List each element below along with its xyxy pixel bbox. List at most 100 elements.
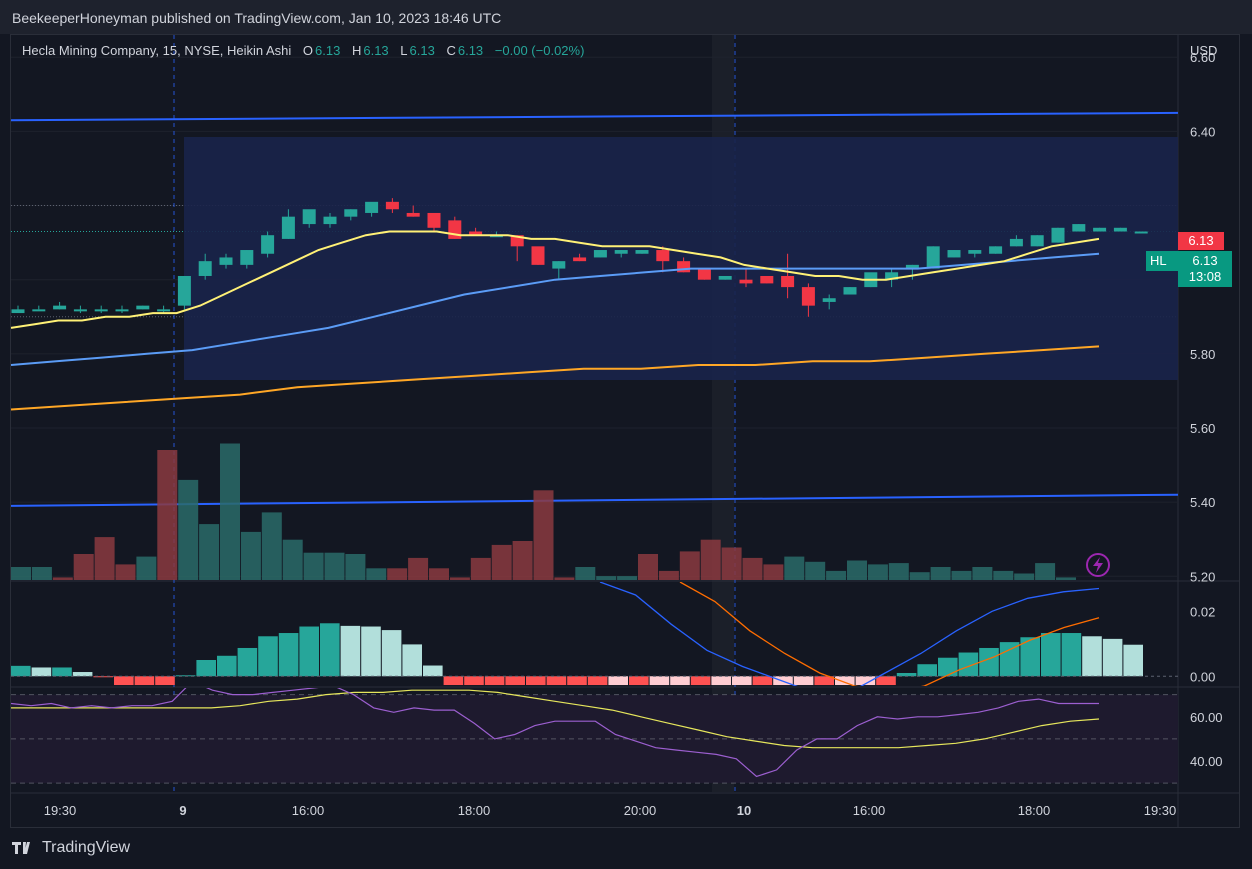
histogram-bar	[876, 676, 896, 686]
time-tick-label: 9	[179, 803, 186, 818]
volume-bar	[909, 572, 930, 580]
histogram-bar	[258, 636, 278, 677]
candle-body	[469, 231, 483, 236]
brand-name: TradingView	[42, 839, 131, 856]
last-price-value: 6.13	[1192, 253, 1218, 268]
price-tick-label: 5.60	[1190, 421, 1215, 436]
histogram-tick-label: 0.00	[1190, 669, 1215, 684]
time-tick-label: 19:30	[1144, 803, 1177, 818]
volume-bar	[387, 568, 408, 580]
lightning-glyph	[1093, 557, 1103, 573]
candle-body	[781, 275, 795, 288]
rsi-line	[11, 688, 1099, 778]
candle-body	[905, 264, 919, 269]
histogram-bar	[402, 644, 422, 677]
volume-bar	[449, 577, 470, 580]
alert-lightning-icon[interactable]	[1086, 553, 1110, 577]
candle-body	[53, 305, 67, 310]
currency-label: USD	[1190, 43, 1218, 58]
volume-bar	[324, 552, 345, 580]
volume-bar	[533, 490, 554, 580]
time-tick-label: 16:00	[853, 803, 886, 818]
candle-body	[739, 279, 753, 284]
low-label: L	[400, 43, 408, 58]
candle-body	[32, 309, 46, 312]
histogram-bar	[31, 667, 52, 677]
candle-body	[926, 246, 940, 269]
volume-bar	[115, 564, 136, 580]
open-label: O	[302, 43, 314, 58]
volume-bar	[491, 544, 512, 580]
candle-body	[656, 250, 670, 262]
volume-bar	[700, 539, 721, 580]
bottom-bar	[0, 828, 1252, 869]
volume-bar	[136, 556, 157, 580]
candle-body	[323, 216, 337, 225]
last-price-tag-green: 6.13 13:08	[1178, 251, 1232, 287]
volume-bar	[1035, 563, 1056, 580]
volume-bar	[157, 450, 178, 580]
volume-bar	[282, 539, 303, 580]
candle-body	[385, 201, 399, 210]
volume-bar	[763, 564, 784, 580]
histogram-bar	[1061, 633, 1082, 677]
volume-bar	[178, 479, 199, 580]
rsi-signal-line	[11, 689, 1100, 749]
histogram-tick-label: 0.02	[1190, 604, 1215, 619]
volume-bar	[429, 568, 449, 580]
histogram-bar	[1041, 633, 1061, 677]
tradingview-brand[interactable]: TradingView	[12, 839, 130, 857]
histogram-bar	[52, 667, 72, 677]
histogram-bar	[690, 676, 711, 686]
time-tick-label: 19:30	[44, 803, 77, 818]
candle-body	[261, 235, 275, 254]
high-label: H	[351, 43, 362, 58]
ema-fast-line	[10, 230, 1100, 329]
histogram-bar	[114, 676, 134, 686]
volume-bar	[679, 551, 700, 580]
rsi-tick-label: 40.00	[1190, 754, 1223, 769]
volume-bar	[1014, 573, 1035, 580]
lower-trendline	[10, 493, 1179, 507]
histogram-bar	[155, 676, 175, 686]
candle-body	[1072, 224, 1086, 232]
histogram-bar	[134, 676, 155, 686]
candle-body	[1009, 238, 1023, 247]
histogram-bar	[464, 676, 484, 686]
volume-bar	[554, 577, 575, 580]
time-tick-label: 10	[737, 803, 751, 818]
candle-body	[718, 275, 732, 280]
low-value: 6.13	[409, 43, 435, 58]
histogram-bar	[484, 676, 505, 686]
histogram-signal-line	[599, 582, 1100, 686]
volume-bar	[1056, 577, 1076, 580]
histogram-bar	[608, 676, 628, 686]
volume-bar	[972, 567, 993, 580]
candle-body	[281, 216, 295, 239]
time-tick-label: 18:00	[1018, 803, 1051, 818]
volume-bar	[847, 560, 867, 580]
histogram-bar	[732, 676, 752, 686]
histogram-bar	[320, 623, 340, 677]
candle-body	[448, 220, 462, 239]
volume-bar	[261, 512, 282, 580]
histogram-bar	[629, 676, 649, 686]
histogram-bar	[938, 657, 958, 677]
candle-body	[760, 275, 774, 284]
volume-bar	[888, 563, 909, 580]
close-value: 6.13	[457, 43, 484, 58]
histogram-bar	[340, 625, 361, 677]
volume-bar	[951, 570, 972, 580]
chart-frame	[10, 34, 1240, 828]
candle-body	[157, 309, 171, 312]
candle-body	[885, 272, 899, 280]
candle-body	[406, 212, 420, 217]
candle-body	[427, 212, 441, 228]
close-label: C	[446, 43, 456, 58]
candle-body	[177, 275, 191, 306]
histogram-bar	[587, 676, 608, 686]
histogram-bar	[11, 665, 31, 677]
symbol-title: Hecla Mining Company, 15, NYSE, Heikin A…	[22, 43, 292, 58]
volume-bar	[867, 564, 888, 580]
